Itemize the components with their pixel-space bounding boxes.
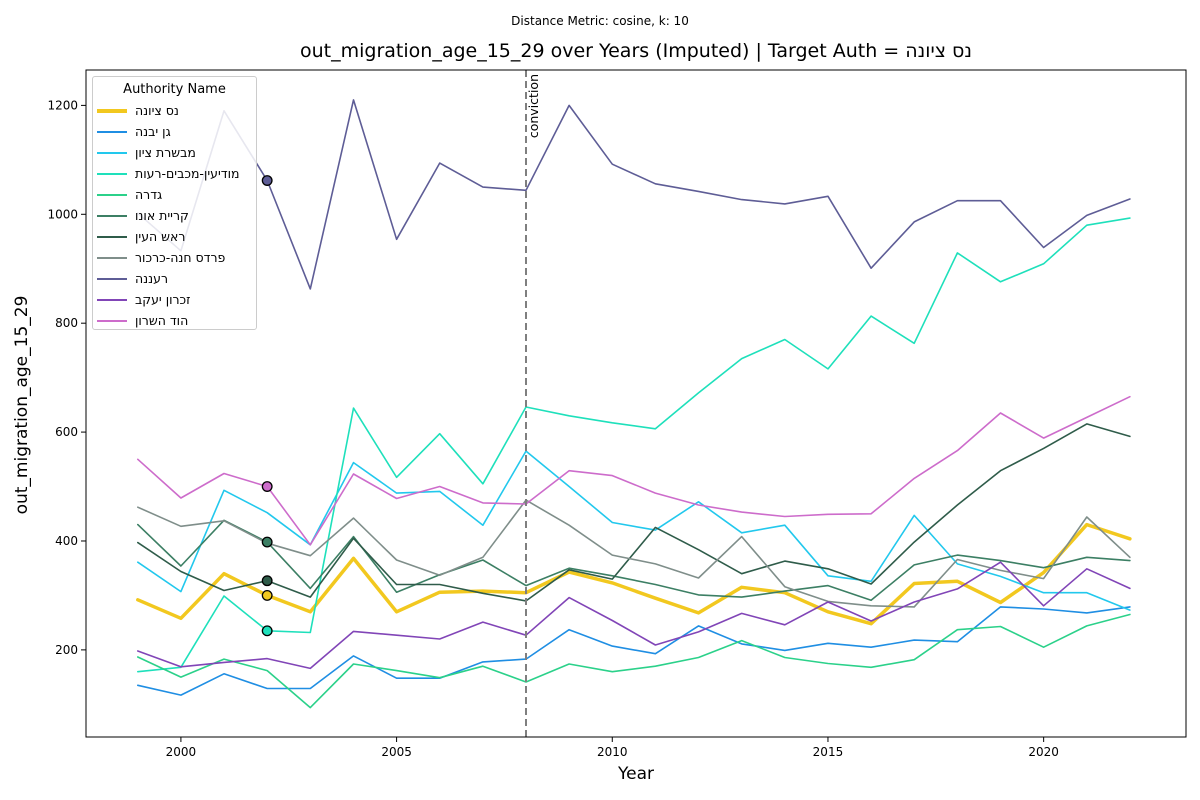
y-tick-label-1: 400 — [55, 534, 78, 548]
legend-swatch-9 — [97, 298, 127, 301]
legend-item-1: גן יבנה — [93, 121, 256, 142]
highlight-marker-1 — [261, 481, 273, 492]
legend-item-5: קריית אונו — [93, 205, 256, 226]
series-line-2 — [137, 450, 1131, 611]
legend-label-9: זכרון יעקב — [135, 292, 191, 307]
legend-item-6: ראש העין — [93, 226, 256, 247]
highlight-marker-3 — [261, 575, 273, 587]
legend-item-4: גדרה — [93, 184, 256, 205]
legend-swatch-0 — [97, 108, 127, 113]
highlight-marker-4 — [261, 589, 273, 601]
y-tick-label-0: 200 — [55, 643, 78, 657]
legend-title: Authority Name — [123, 82, 226, 97]
series-line-1 — [137, 606, 1131, 696]
legend-label-2: מבשרת ציון — [135, 145, 196, 160]
series-line-6 — [137, 423, 1131, 602]
legend-swatch-5 — [97, 214, 127, 217]
x-tick-label-4: 2020 — [1028, 745, 1059, 759]
legend-item-10: הוד השרון — [93, 310, 256, 331]
y-tick-label-2: 600 — [55, 425, 78, 439]
legend-swatch-8 — [97, 277, 127, 280]
series-line-9 — [137, 561, 1131, 670]
legend: Authority Name נס ציונה גן יבנה מבשרת ציון… — [92, 76, 257, 330]
legend-item-7: פרדס חנה-כרכור — [93, 247, 256, 268]
legend-item-3: מודיעין-מכבים-רעות — [93, 163, 256, 184]
legend-label-3: מודיעין-מכבים-רעות — [135, 166, 240, 181]
series-line-3 — [137, 217, 1131, 673]
series-line-10 — [137, 395, 1131, 546]
legend-swatch-7 — [97, 256, 127, 259]
legend-label-1: גן יבנה — [135, 124, 171, 139]
legend-label-8: רעננה — [135, 271, 169, 286]
chart-suptitle: Distance Metric: cosine, k: 10 — [511, 14, 689, 28]
plot-frame — [85, 69, 1187, 738]
highlight-marker-2 — [261, 536, 273, 548]
y-tick-label-3: 800 — [55, 316, 78, 330]
legend-item-8: רעננה — [93, 268, 256, 289]
y-tick-label-5: 1200 — [47, 98, 78, 112]
legend-swatch-2 — [97, 151, 127, 154]
chart-title: out_migration_age_15_29 over Years (Impu… — [300, 40, 972, 62]
legend-swatch-3 — [97, 172, 127, 175]
legend-swatch-6 — [97, 235, 127, 238]
event-line-label: conviction — [526, 74, 541, 138]
highlight-marker-0 — [261, 175, 273, 186]
x-tick-label-1: 2005 — [381, 745, 412, 759]
highlight-marker-5 — [261, 625, 273, 637]
legend-swatch-1 — [97, 130, 127, 133]
legend-label-0: נס ציונה — [135, 103, 179, 118]
legend-label-6: ראש העין — [135, 229, 186, 244]
legend-item-2: מבשרת ציון — [93, 142, 256, 163]
x-axis-label: Year — [618, 764, 654, 784]
legend-label-4: גדרה — [135, 187, 163, 202]
legend-item-9: זכרון יעקב — [93, 289, 256, 310]
legend-label-10: הוד השרון — [135, 313, 189, 328]
legend-swatch-4 — [97, 193, 127, 196]
x-tick-label-2: 2010 — [597, 745, 628, 759]
x-tick-label-3: 2015 — [813, 745, 844, 759]
legend-swatch-10 — [97, 319, 127, 322]
series-line-4 — [137, 613, 1131, 709]
legend-items: נס ציונה גן יבנה מבשרת ציון מודיעין-מכבים-ר… — [93, 100, 256, 331]
x-tick-label-0: 2000 — [166, 745, 197, 759]
series-line-5 — [137, 519, 1131, 602]
legend-label-5: קריית אונו — [135, 208, 189, 223]
legend-label-7: פרדס חנה-כרכור — [135, 250, 226, 265]
y-tick-label-4: 1000 — [47, 207, 78, 221]
legend-item-0: נס ציונה — [93, 100, 256, 121]
y-axis-label: out_migration_age_15_29 — [12, 295, 32, 515]
series-line-8 — [137, 99, 1131, 290]
series-line-7 — [137, 499, 1131, 608]
